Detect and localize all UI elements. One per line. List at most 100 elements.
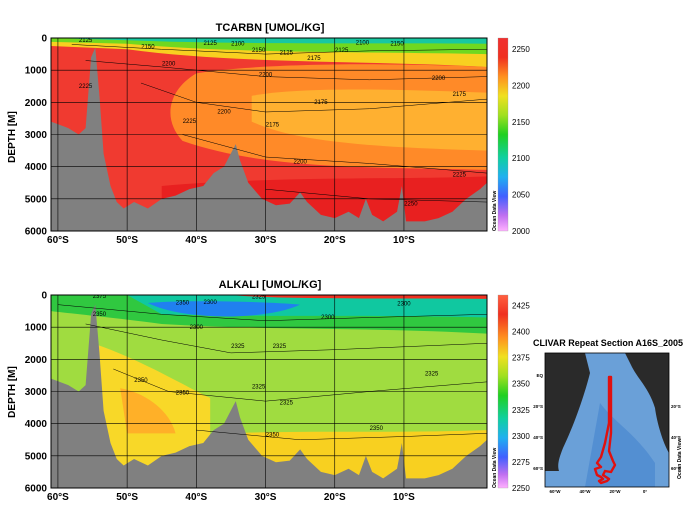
contour-label: 2350 bbox=[93, 312, 107, 318]
bathymetry-seafloor bbox=[51, 47, 487, 231]
y-tick-label: 3000 bbox=[25, 387, 48, 398]
colorbar-tick-label: 2375 bbox=[512, 354, 530, 363]
y-tick-label: 6000 bbox=[25, 484, 48, 495]
y-tick-label: 5000 bbox=[25, 451, 48, 462]
colorbar-tick-label: 2000 bbox=[512, 227, 530, 236]
y-tick-label: 5000 bbox=[25, 194, 48, 205]
contour-label: 2175 bbox=[314, 100, 328, 106]
bathymetry-seafloor bbox=[51, 304, 487, 488]
contour-label: 2350 bbox=[370, 426, 384, 432]
section-location-map: 60°W 40°W 20°W 0° EQ 20°S 40°S 60°S 20°S 40°S 60°S… bbox=[533, 352, 683, 494]
contour-label: 2325 bbox=[252, 384, 266, 390]
tcarbn-section-plot: 2125 2150 2200 2225 2225 2200 2175 2175 2200 2125… bbox=[25, 34, 488, 246]
map-lon-tick: 60°W bbox=[549, 489, 561, 494]
colorbar-tick-label: 2050 bbox=[512, 191, 530, 200]
contour-label: 2200 bbox=[217, 110, 231, 116]
y-tick-label: 3000 bbox=[25, 130, 48, 141]
contour-label: 2175 bbox=[307, 56, 321, 62]
y-tick-label: 4000 bbox=[25, 419, 48, 430]
y-tick-label: 4000 bbox=[25, 162, 48, 173]
colorbar-tick-label: 2250 bbox=[512, 484, 530, 493]
map-lat-tick-right: 20°S bbox=[671, 404, 681, 409]
contour-label: 2225 bbox=[453, 172, 467, 178]
contour-label: 2200 bbox=[432, 76, 446, 82]
contour-label: 2225 bbox=[79, 84, 93, 90]
y-tick-label: 6000 bbox=[25, 227, 48, 238]
contour-label: 2100 bbox=[356, 40, 370, 46]
colorbar-tick-label: 2300 bbox=[512, 432, 530, 441]
colorbar-tick-label: 2200 bbox=[512, 81, 530, 90]
y-tick-label: 1000 bbox=[25, 323, 48, 334]
contour-label: 2100 bbox=[231, 41, 245, 47]
map-deep-ocean bbox=[585, 403, 655, 487]
contour-label: 2300 bbox=[203, 300, 217, 306]
map-land-south-america bbox=[545, 353, 590, 471]
field-orange-patch bbox=[120, 388, 176, 434]
contour-label: 2175 bbox=[266, 122, 280, 128]
colorbar-gradient bbox=[497, 37, 509, 232]
map-title: CLIVAR Repeat Section A16S_2005 bbox=[533, 338, 683, 348]
x-tick-label: 60°S bbox=[47, 492, 69, 503]
x-tick-label: 10°S bbox=[393, 235, 415, 246]
contour-label: 2150 bbox=[390, 41, 404, 47]
alkali-colorbar: 2250 2275 2300 2325 2350 2375 2400 2425 Ocean Da… bbox=[492, 294, 530, 493]
contour-label: 2325 bbox=[252, 295, 266, 301]
map-lat-tick: 40°S bbox=[533, 435, 543, 440]
map-lat-tick-right: 40°S bbox=[671, 435, 681, 440]
contour-label: 2150 bbox=[141, 45, 155, 51]
contour-label: 2300 bbox=[190, 325, 204, 331]
map-lat-tick: 60°S bbox=[533, 466, 543, 471]
chart-title-tcarbn: TCARBN [UMOL/KG] bbox=[216, 22, 325, 34]
contour-label: 2125 bbox=[203, 41, 217, 47]
x-tick-label: 40°S bbox=[185, 235, 207, 246]
field-surface-teal bbox=[51, 38, 487, 44]
contour-label: 2250 bbox=[404, 201, 418, 207]
y-tick-label: 2000 bbox=[25, 98, 48, 109]
field-blue-core bbox=[147, 301, 301, 317]
colorbar-tick-label: 2350 bbox=[512, 380, 530, 389]
contour-label: 2325 bbox=[425, 371, 439, 377]
y-axis-label-tcarbn: DEPTH [M] bbox=[7, 111, 18, 163]
x-tick-label: 20°S bbox=[324, 492, 346, 503]
contour-label: 2200 bbox=[259, 73, 273, 79]
contour-line bbox=[196, 429, 487, 441]
contour-label: 2200 bbox=[293, 159, 307, 165]
x-tick-label: 40°S bbox=[185, 492, 207, 503]
y-tick-label: 1000 bbox=[25, 66, 48, 77]
contour-label: 2375 bbox=[93, 294, 107, 300]
map-lat-tick: EQ bbox=[536, 373, 543, 378]
contour-line bbox=[182, 134, 487, 174]
contour-label: 2125 bbox=[280, 51, 294, 57]
contour-label: 2200 bbox=[162, 61, 176, 67]
map-land-africa bbox=[625, 353, 669, 453]
y-tick-label: 0 bbox=[41, 34, 47, 45]
contour-label: 2175 bbox=[453, 92, 467, 98]
y-tick-label: 0 bbox=[41, 291, 47, 302]
map-lat-tick-right: 60°S bbox=[671, 466, 681, 471]
map-lon-tick: 0° bbox=[643, 489, 648, 494]
contour-label: 2125 bbox=[79, 38, 93, 44]
colorbar-tick-label: 2250 bbox=[512, 45, 530, 54]
plot-frame bbox=[50, 294, 488, 489]
contour-line bbox=[85, 323, 487, 354]
map-lat-tick: 20°S bbox=[533, 404, 543, 409]
x-tick-label: 60°S bbox=[47, 235, 69, 246]
field-yellow-orange bbox=[251, 89, 487, 151]
contour-label: 2125 bbox=[335, 48, 349, 54]
contour-label: 2300 bbox=[321, 315, 335, 321]
alkali-section-plot: 2375 2350 2300 2325 2300 2325 2300 2325 2325 2325… bbox=[25, 291, 488, 503]
y-axis-label-alkali: DEPTH [M] bbox=[7, 366, 18, 418]
map-lon-tick: 20°W bbox=[609, 489, 621, 494]
x-tick-label: 30°S bbox=[255, 235, 277, 246]
colorbar-gradient bbox=[497, 294, 509, 489]
map-lon-tick: 40°W bbox=[579, 489, 591, 494]
chart-title-alkali: ALKALI [UMOL/KG] bbox=[219, 279, 322, 291]
field-surface-red bbox=[230, 295, 487, 299]
plot-frame bbox=[50, 37, 488, 232]
colorbar-tick-label: 2325 bbox=[512, 406, 530, 415]
contour-label: 2350 bbox=[176, 301, 190, 307]
odv-watermark: Ocean Data View bbox=[492, 191, 498, 231]
colorbar-tick-label: 2275 bbox=[512, 458, 530, 467]
x-tick-label: 10°S bbox=[393, 492, 415, 503]
